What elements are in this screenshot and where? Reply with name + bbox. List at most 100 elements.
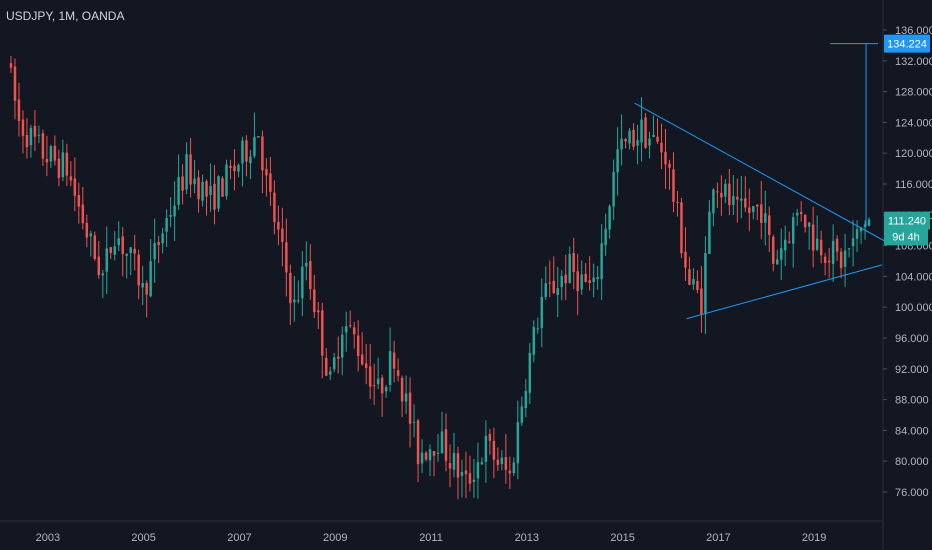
candle-body (608, 206, 611, 230)
candle-body (161, 233, 164, 244)
candle-body (273, 192, 276, 223)
candle-body (835, 238, 839, 252)
candle-body (732, 196, 735, 205)
candle-body (480, 462, 484, 465)
candle-body (831, 240, 835, 265)
candle-body (540, 296, 544, 328)
candle-body (827, 260, 831, 263)
y-tick-label: 88.000 (895, 395, 929, 407)
candle-body (65, 152, 69, 176)
candle-body (364, 363, 368, 368)
candle-body (560, 275, 563, 288)
candle-body (193, 178, 196, 185)
candle-body (45, 158, 49, 163)
candle-body (664, 151, 667, 165)
candle-body (512, 462, 516, 474)
bar-countdown-label: 9d 4h (892, 231, 920, 243)
candle-body (269, 173, 272, 192)
candle-body (428, 449, 432, 461)
candle-body (372, 385, 376, 387)
candle-body (688, 269, 691, 285)
candle-body (760, 204, 763, 223)
candle-body (121, 236, 124, 255)
candle-body (13, 66, 17, 101)
candle-body (508, 470, 512, 474)
candle-body (141, 283, 144, 288)
candle-body (680, 202, 683, 254)
candle-body (692, 278, 695, 285)
candle-body (376, 378, 380, 385)
candle-body (97, 256, 101, 276)
candle-body (360, 354, 364, 365)
candle-body (791, 217, 795, 244)
x-tick-label: 2003 (36, 532, 60, 544)
candle-body (516, 422, 520, 464)
candle-body (492, 440, 496, 460)
candle-body (748, 207, 751, 213)
candle-body (41, 133, 45, 159)
x-tick-label: 2015 (610, 532, 634, 544)
x-tick-label: 2017 (706, 532, 730, 544)
candle-body (420, 452, 424, 464)
candle-body (456, 453, 460, 478)
candle-body (197, 177, 200, 200)
candle-body (185, 154, 188, 190)
candle-body (676, 202, 679, 204)
candle-body (333, 357, 336, 370)
candle-body (25, 134, 29, 148)
y-tick-label: 116.000 (895, 179, 932, 191)
candle-body (289, 273, 292, 304)
candle-body (153, 243, 156, 260)
candle-body (137, 254, 140, 286)
candle-body (105, 248, 109, 272)
candle-body (217, 176, 220, 209)
candle-body (37, 134, 41, 136)
candle-body (145, 283, 148, 295)
candle-body (9, 63, 13, 68)
candle-body (636, 140, 639, 146)
y-tick-label: 80.000 (895, 456, 929, 468)
candle-body (265, 168, 268, 176)
candle-body (708, 211, 711, 254)
candle-body (173, 205, 176, 217)
candle-body (592, 277, 595, 282)
y-tick-label: 96.000 (895, 333, 929, 345)
candle-body (53, 145, 57, 161)
candle-body (524, 390, 528, 409)
candle-body (384, 386, 388, 392)
candle-body (632, 129, 635, 147)
candle-body (768, 215, 771, 235)
candle-body (843, 250, 847, 267)
candle-body (133, 248, 136, 254)
candle-body (317, 310, 320, 313)
candle-body (496, 459, 500, 465)
candle-body (396, 370, 400, 376)
candle-body (253, 137, 256, 157)
candle-body (756, 204, 759, 207)
candle-body (728, 183, 731, 206)
candle-body (616, 149, 619, 173)
candle-body (684, 251, 687, 268)
candle-body (33, 125, 37, 137)
y-tick-label: 120.000 (895, 148, 932, 160)
candle-body (205, 181, 208, 197)
candle-body (839, 251, 843, 269)
candle-body (69, 176, 73, 181)
candle-body (101, 273, 105, 276)
candle-body (440, 431, 444, 454)
candle-body (764, 213, 767, 223)
candle-body (444, 429, 448, 461)
candle-body (783, 239, 787, 251)
y-tick-label: 136.000 (895, 25, 932, 37)
lower-trendline (686, 264, 883, 320)
candle-body (863, 224, 867, 228)
candle-body (400, 377, 404, 402)
candle-body (213, 183, 216, 210)
candle-body (388, 351, 392, 385)
y-tick-label: 128.000 (895, 87, 932, 99)
candle-body (29, 127, 33, 146)
candle-body (57, 158, 61, 178)
candle-body (241, 140, 244, 164)
candle-body (448, 462, 452, 469)
